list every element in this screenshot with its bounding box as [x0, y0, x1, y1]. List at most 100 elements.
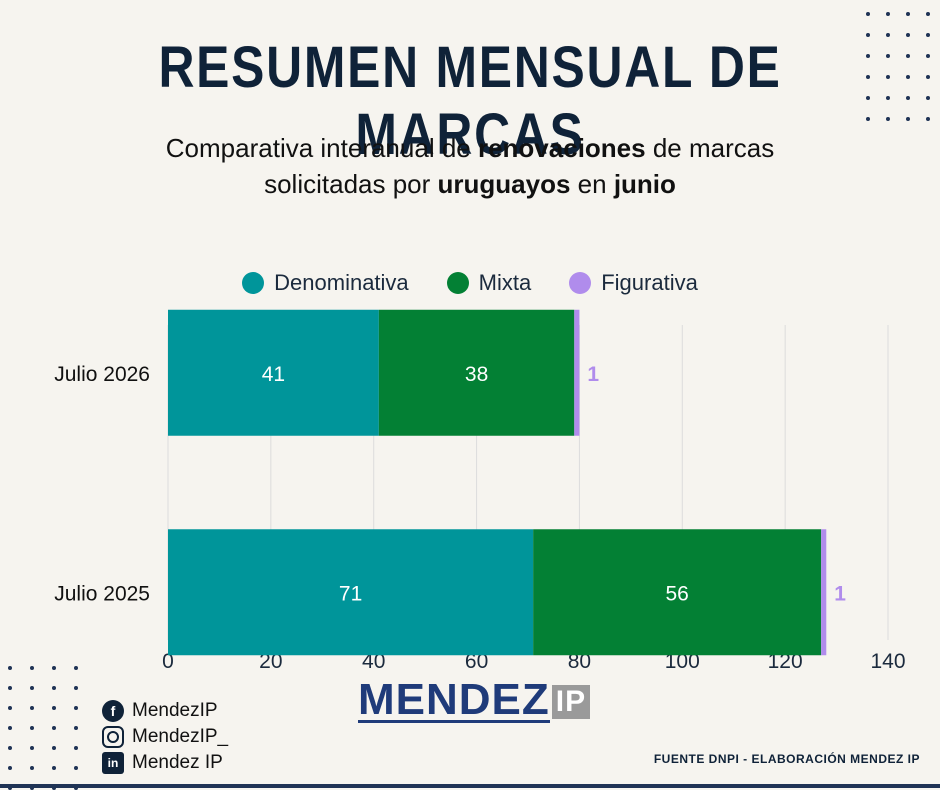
legend-swatch: [569, 272, 592, 294]
x-tick-label: 100: [665, 650, 700, 673]
data-label: 38: [465, 363, 488, 386]
dot: [926, 33, 930, 37]
dot: [30, 686, 34, 690]
y-category-label: Julio 2026: [54, 363, 150, 386]
linkedin-icon: in: [102, 752, 124, 774]
dot: [52, 726, 56, 730]
bottom-bar: [0, 784, 940, 788]
dot: [52, 706, 56, 710]
dot: [52, 746, 56, 750]
chart-legend: Denominativa Mixta Figurativa: [0, 270, 940, 296]
social-links: f MendezIP MendezIP_ in Mendez IP: [102, 698, 228, 776]
x-tick-label: 20: [259, 650, 282, 673]
dot: [74, 686, 78, 690]
subtitle-part: junio: [613, 169, 676, 199]
dot: [8, 746, 12, 750]
dot: [8, 686, 12, 690]
subtitle-part: renovaciones: [477, 133, 646, 163]
dot: [886, 75, 890, 79]
dot: [74, 666, 78, 670]
dot: [886, 12, 890, 16]
instagram-label: MendezIP_: [132, 726, 229, 747]
dot: [906, 12, 910, 16]
dot: [30, 666, 34, 670]
subtitle-part: Comparativa interanual de: [165, 133, 478, 163]
data-label: 71: [339, 582, 362, 605]
legend-item: Denominativa: [242, 270, 409, 296]
legend-swatch: [242, 272, 265, 294]
dot: [74, 706, 78, 710]
chart-subtitle: Comparativa interanual de renovaciones d…: [0, 130, 940, 202]
dot: [8, 706, 12, 710]
instagram-icon: [102, 726, 124, 748]
x-tick-label: 0: [162, 650, 174, 673]
bar-chart: 0 20 40 60 80 100 120 140 Julio 2026 41 38 1 Julio 2…: [54, 309, 906, 673]
dot: [30, 726, 34, 730]
data-label: 56: [665, 582, 688, 605]
dot: [906, 75, 910, 79]
subtitle-part: de marcas: [645, 133, 775, 163]
dot: [926, 54, 930, 58]
subtitle-part: solicitadas por: [264, 169, 438, 199]
y-category-label: Julio 2025: [54, 582, 150, 605]
dot: [866, 117, 870, 121]
mendez-ip-logo: MENDEZ IP: [358, 675, 591, 724]
dot: [926, 117, 930, 121]
dot: [866, 33, 870, 37]
legend-swatch: [446, 272, 469, 294]
subtitle-part: en: [570, 169, 614, 199]
legend-item: Mixta: [446, 270, 532, 296]
dot: [886, 33, 890, 37]
x-tick-label: 60: [465, 650, 488, 673]
dot: [8, 666, 12, 670]
legend-item: Figurativa: [569, 270, 698, 296]
data-label: 1: [587, 363, 599, 386]
bar-segment: [168, 309, 379, 436]
social-linkedin[interactable]: in Mendez IP: [102, 750, 228, 776]
dot: [74, 746, 78, 750]
bar-segment: [168, 529, 534, 656]
x-tick-label: 120: [768, 650, 803, 673]
data-label: 41: [262, 363, 285, 386]
social-instagram[interactable]: MendezIP_: [102, 724, 228, 750]
x-tick-label: 140: [870, 650, 905, 673]
dot: [866, 96, 870, 100]
legend-label: Denominativa: [274, 270, 409, 295]
facebook-icon: f: [102, 700, 124, 722]
dot: [926, 12, 930, 16]
dot: [30, 746, 34, 750]
dot: [74, 726, 78, 730]
data-label: 1: [834, 582, 846, 605]
legend-label: Mixta: [478, 270, 532, 295]
bar-segment: [378, 309, 575, 436]
subtitle-part: uruguayos: [437, 169, 571, 199]
decorative-dots-top: [866, 12, 930, 121]
dot: [8, 766, 12, 770]
dot: [866, 75, 870, 79]
bar-segment: [533, 529, 822, 656]
dot: [886, 96, 890, 100]
dot: [886, 117, 890, 121]
dot: [886, 54, 890, 58]
social-facebook[interactable]: f MendezIP: [102, 698, 228, 724]
dot: [30, 766, 34, 770]
legend-label: Figurativa: [601, 270, 698, 295]
dot: [926, 75, 930, 79]
dot: [906, 96, 910, 100]
dot: [30, 706, 34, 710]
bar-segment: [821, 529, 827, 656]
dot: [926, 96, 930, 100]
facebook-label: MendezIP: [132, 700, 218, 721]
dot: [866, 54, 870, 58]
logo-ip-badge: IP: [551, 684, 591, 719]
bar-segment: [574, 309, 580, 436]
chart-title: RESUMEN MENSUAL DE MARCAS: [158, 35, 782, 167]
x-tick-label: 80: [568, 650, 591, 673]
dot: [906, 33, 910, 37]
dot: [8, 726, 12, 730]
logo-text: MENDEZ: [358, 675, 550, 724]
dot: [52, 686, 56, 690]
dot: [906, 117, 910, 121]
x-tick-label: 40: [362, 650, 385, 673]
dot: [866, 12, 870, 16]
